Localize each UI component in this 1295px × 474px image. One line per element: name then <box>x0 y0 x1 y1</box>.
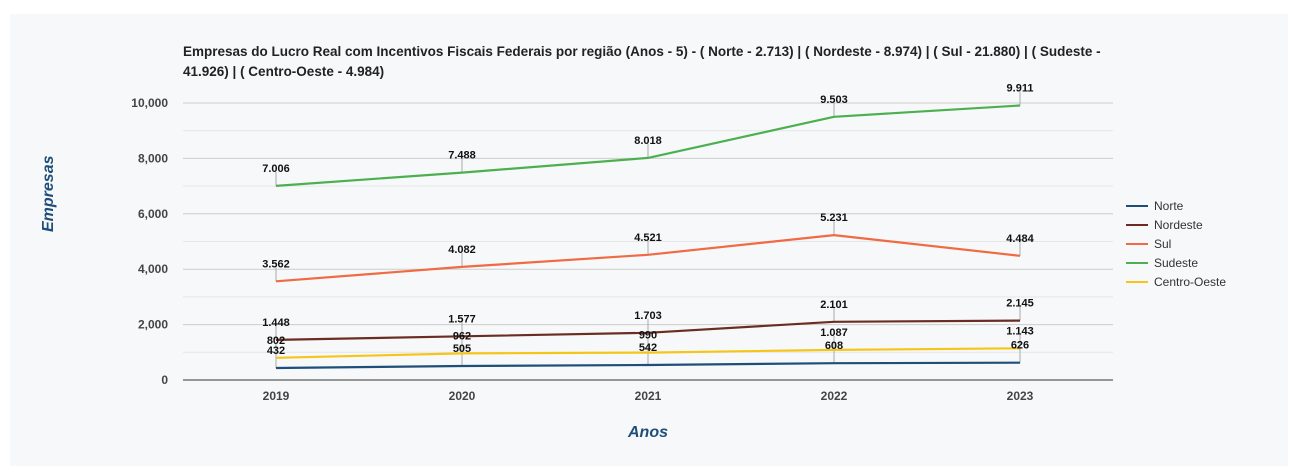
data-label: 2.145 <box>1006 298 1034 310</box>
data-label: 8.018 <box>634 135 662 147</box>
data-label: 4.082 <box>448 244 476 256</box>
legend-label: Sul <box>1154 236 1172 251</box>
legend-label: Nordeste <box>1154 217 1203 232</box>
x-tick-label: 2023 <box>1007 389 1034 403</box>
series-line-sul <box>275 234 1021 283</box>
series-line-norte <box>275 361 1021 370</box>
legend-swatch <box>1126 223 1148 226</box>
y-tick-label: 2,000 <box>138 318 168 332</box>
data-label: 2.101 <box>820 299 848 311</box>
legend-swatch <box>1126 242 1148 245</box>
data-label: 542 <box>639 342 657 354</box>
y-tick-label: 8,000 <box>138 151 168 165</box>
y-tick-label: 6,000 <box>138 207 168 221</box>
data-label: 4.521 <box>634 232 662 244</box>
data-label: 9.911 <box>1007 82 1034 94</box>
legend-swatch <box>1126 261 1148 264</box>
data-label: 1.703 <box>634 310 662 322</box>
y-tick-label: 4,000 <box>138 262 168 276</box>
legend-item-sul[interactable]: Sul <box>1126 234 1226 253</box>
series-line-centro-oeste <box>275 347 1021 359</box>
x-tick-label: 2020 <box>449 389 476 403</box>
x-tick-label: 2022 <box>821 389 848 403</box>
legend-swatch <box>1126 280 1148 283</box>
data-label: 1.448 <box>262 317 290 329</box>
data-label: 1.087 <box>820 327 848 339</box>
chart-title: Empresas do Lucro Real com Incentivos Fi… <box>183 44 1101 79</box>
y-tick-label: 10,000 <box>131 96 168 110</box>
data-label: 505 <box>453 343 471 355</box>
x-axis-title: Anos <box>628 424 668 441</box>
data-label: 7.488 <box>448 150 476 162</box>
data-label: 4.484 <box>1006 233 1034 245</box>
legend-item-sudeste[interactable]: Sudeste <box>1126 253 1226 272</box>
data-label: 5.231 <box>820 212 848 224</box>
chart-panel <box>10 14 1288 466</box>
data-label: 626 <box>1011 340 1029 352</box>
legend-label: Sudeste <box>1154 255 1199 270</box>
series-line-sudeste <box>275 104 1021 187</box>
legend-item-centro-oeste[interactable]: Centro-Oeste <box>1126 272 1226 291</box>
data-label: 3.562 <box>262 258 290 270</box>
data-label: 7.006 <box>262 163 290 175</box>
data-label: 432 <box>267 345 285 357</box>
legend-item-nordeste[interactable]: Nordeste <box>1126 215 1226 234</box>
legend-swatch <box>1126 204 1148 207</box>
data-label: 990 <box>639 330 657 342</box>
data-label: 962 <box>453 330 471 342</box>
legend-label: Norte <box>1154 198 1184 213</box>
x-tick-label: 2019 <box>263 389 290 403</box>
data-label: 608 <box>825 340 843 352</box>
series-line-nordeste <box>275 319 1021 341</box>
legend-item-norte[interactable]: Norte <box>1126 196 1226 215</box>
data-label: 802 <box>267 335 285 347</box>
data-label: 1.577 <box>448 313 476 325</box>
legend-label: Centro-Oeste <box>1154 274 1227 289</box>
y-tick-label: 0 <box>161 373 168 387</box>
data-label: 1.143 <box>1006 325 1034 337</box>
x-tick-label: 2021 <box>635 389 662 403</box>
legend: Norte Nordeste Sul Sudeste Centro-Oeste <box>1126 196 1226 291</box>
data-label: 9.503 <box>820 94 848 106</box>
